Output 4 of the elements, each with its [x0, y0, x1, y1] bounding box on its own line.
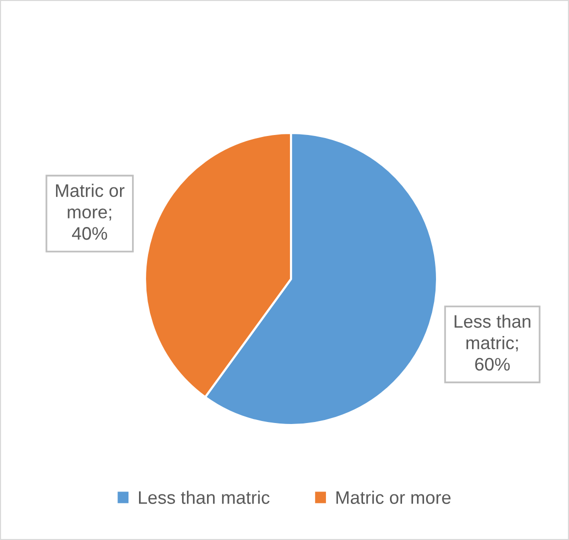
legend-label: Matric or more	[336, 490, 451, 504]
data-label: Matric or more; 40%	[56, 184, 124, 240]
data-label: Less than matric; 60%	[454, 314, 530, 371]
legend-label: Less than matric	[139, 490, 270, 504]
